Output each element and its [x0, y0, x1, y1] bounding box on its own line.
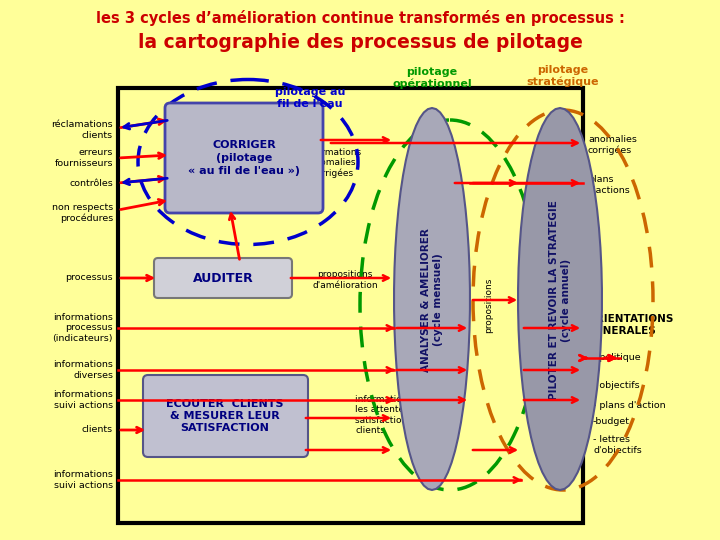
Text: ANALYSER & AMELIORER
(cycle mensuel): ANALYSER & AMELIORER (cycle mensuel) [420, 228, 444, 372]
Text: clients: clients [82, 426, 113, 435]
Text: informations
diverses: informations diverses [53, 361, 113, 380]
Text: propositions
d'amélioration: propositions d'amélioration [312, 271, 378, 289]
Text: contrôles: contrôles [69, 179, 113, 187]
Text: informations
processus
(indicateurs): informations processus (indicateurs) [53, 313, 113, 342]
Text: pilotage
opérationnel: pilotage opérationnel [392, 67, 472, 89]
Text: CORRIGER
(pilotage
« au fil de l'eau »): CORRIGER (pilotage « au fil de l'eau ») [188, 140, 300, 176]
Text: anomalies
corrigées: anomalies corrigées [588, 135, 637, 155]
Text: PILOTER ET REVOIR LA STRATEGIE
(cycle annuel): PILOTER ET REVOIR LA STRATEGIE (cycle an… [549, 200, 571, 400]
FancyBboxPatch shape [143, 375, 308, 457]
Bar [118, 88, 583, 523]
Text: - lettres
d'objectifs: - lettres d'objectifs [593, 435, 642, 455]
Polygon shape [518, 108, 602, 490]
Text: les 3 cycles d’amélioration continue transformés en processus :: les 3 cycles d’amélioration continue tra… [96, 10, 624, 26]
Polygon shape [394, 108, 470, 490]
Text: ECOUTER  CLIENTS
& MESURER LEUR
SATISFACTION: ECOUTER CLIENTS & MESURER LEUR SATISFACT… [166, 399, 284, 434]
Text: pilotage au
fil de l'eau: pilotage au fil de l'eau [275, 87, 345, 109]
Text: informations
suivi actions: informations suivi actions [53, 390, 113, 409]
Text: propositions: propositions [485, 278, 493, 333]
Text: plans
d'actions: plans d'actions [588, 176, 631, 194]
Text: AUDITER: AUDITER [193, 272, 253, 285]
Text: - politique: - politique [593, 354, 641, 362]
Text: -budget: -budget [593, 417, 630, 427]
Text: pilotage
stratégique: pilotage stratégique [527, 65, 599, 87]
FancyBboxPatch shape [165, 103, 323, 213]
Text: ORIENTATIONS
GENERALES: ORIENTATIONS GENERALES [588, 314, 675, 336]
Text: informations
suivi actions: informations suivi actions [53, 470, 113, 490]
Text: - plans d'action: - plans d'action [593, 401, 665, 409]
Text: informations
anomalies
corrigées: informations anomalies corrigées [305, 148, 361, 178]
Text: réclamations
clients: réclamations clients [51, 120, 113, 139]
Text: erreurs
fournisseurs: erreurs fournisseurs [55, 148, 113, 167]
Text: - objectifs: - objectifs [593, 381, 639, 389]
Text: informations sur
les attentes et la
satisfaction des
clients: informations sur les attentes et la sati… [355, 395, 432, 435]
Text: non respects
procédures: non respects procédures [52, 203, 113, 223]
Text: la cartographie des processus de pilotage: la cartographie des processus de pilotag… [138, 32, 582, 51]
Text: processus: processus [66, 273, 113, 282]
FancyBboxPatch shape [154, 258, 292, 298]
